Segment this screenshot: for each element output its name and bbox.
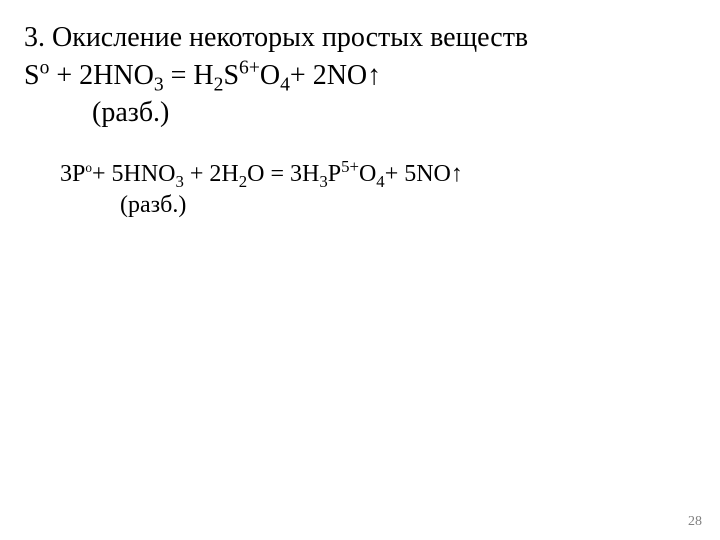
- equation-1-note: (разб.): [24, 95, 696, 131]
- eq1-o4: O: [260, 60, 280, 91]
- eq1-h2: = H: [164, 60, 214, 91]
- section-title: 3. Окисление некоторых простых веществ: [24, 20, 696, 56]
- spacer: [24, 131, 696, 159]
- eq1-sub-3: 3: [154, 75, 164, 96]
- eq1-sub-2: 2: [214, 75, 224, 96]
- eq1-sup-6plus: 6+: [239, 58, 260, 79]
- eq1-sub-4: 4: [280, 75, 290, 96]
- eq1-no: + 2NO↑: [290, 60, 381, 91]
- eq2-5hno: + 5HNO: [92, 161, 176, 187]
- eq2-o4: O: [359, 161, 376, 187]
- eq2-sub-3b: 3: [319, 172, 327, 191]
- eq2-sub-2: 2: [239, 172, 247, 191]
- page-number: 28: [688, 514, 702, 530]
- eq2-3p: 3P: [60, 161, 85, 187]
- eq1-s: S: [24, 60, 40, 91]
- eq2-sub-4: 4: [376, 172, 384, 191]
- eq1-sup-o: о: [40, 58, 50, 79]
- eq2-sup-5plus: 5+: [341, 157, 359, 176]
- eq2-sub-3: 3: [175, 172, 183, 191]
- eq1-s2: S: [223, 60, 239, 91]
- eq1-hno: + 2HNO: [49, 60, 153, 91]
- eq2-oh3: O = 3H: [247, 161, 319, 187]
- eq2-2h: + 2H: [184, 161, 239, 187]
- equation-1: Sо + 2HNO3 = H2S6+O4+ 2NO↑: [24, 58, 696, 94]
- eq2-sup-o: о: [85, 160, 92, 175]
- equation-2-note: (разб.): [24, 190, 696, 221]
- equation-2: 3Pо+ 5HNO3 + 2H2O = 3H3P5+O4+ 5NO↑: [24, 159, 696, 190]
- eq2-p: P: [328, 161, 341, 187]
- eq2-5no: + 5NO↑: [385, 161, 463, 187]
